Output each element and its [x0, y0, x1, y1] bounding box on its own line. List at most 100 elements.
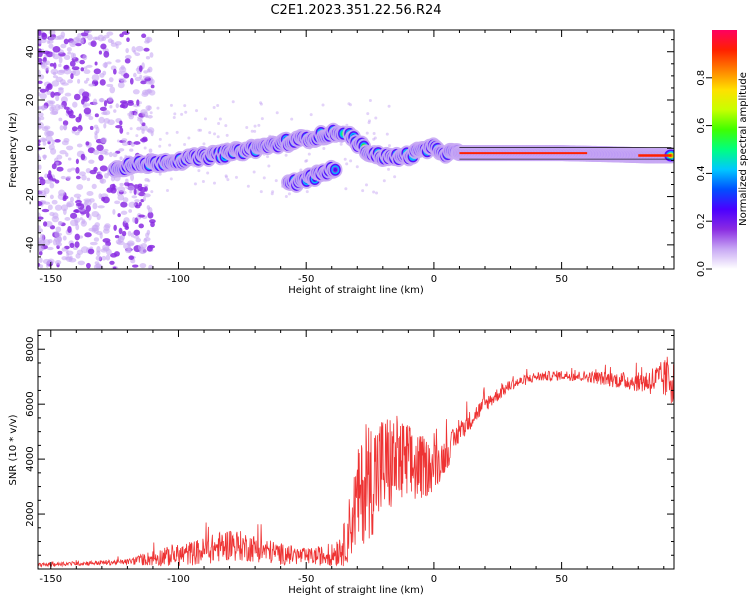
noise-speckle: [67, 51, 72, 55]
noise-speckle: [55, 76, 64, 83]
noise-speckle: [78, 37, 84, 42]
faint-speckle: [206, 171, 210, 175]
noise-speckle: [51, 139, 55, 146]
noise-speckle: [144, 40, 150, 44]
noise-speckle: [58, 87, 64, 91]
noise-speckle: [127, 101, 134, 106]
faint-speckle: [259, 190, 263, 194]
noise-speckle: [147, 127, 155, 134]
noise-speckle: [106, 61, 112, 65]
noise-speckle: [114, 200, 121, 205]
faint-speckle: [287, 192, 291, 196]
noise-speckle: [115, 59, 121, 63]
noise-speckle: [99, 79, 106, 86]
faint-speckle: [373, 136, 377, 140]
faint-speckle: [271, 190, 275, 194]
noise-speckle: [112, 152, 118, 158]
noise-speckle: [148, 264, 154, 269]
noise-speckle: [38, 37, 41, 44]
noise-speckle: [86, 191, 94, 196]
faint-speckle: [138, 101, 142, 105]
faint-speckle: [203, 117, 207, 121]
noise-speckle: [119, 120, 123, 126]
noise-speckle: [80, 153, 86, 161]
faint-speckle: [393, 175, 397, 179]
faint-speckle: [147, 108, 151, 112]
snr-ytick-label: 2000: [25, 501, 36, 526]
noise-speckle: [121, 141, 129, 146]
noise-speckle: [42, 239, 51, 246]
faint-speckle: [226, 178, 230, 182]
faint-speckle: [197, 169, 201, 173]
noise-speckle: [132, 89, 140, 95]
snr-ytick-label: 6000: [25, 391, 36, 416]
snr-ytick-label: 8000: [25, 337, 36, 362]
noise-speckle: [42, 50, 51, 55]
faint-speckle: [262, 176, 266, 180]
colorbar-tick-label: 0.0: [696, 261, 707, 277]
noise-speckle: [52, 75, 59, 79]
noise-speckle: [38, 244, 44, 252]
faint-speckle: [343, 157, 347, 161]
noise-speckle: [60, 31, 66, 38]
noise-speckle: [104, 172, 109, 179]
noise-speckle: [102, 244, 110, 251]
noise-speckle: [63, 54, 71, 61]
noise-speckle: [38, 80, 43, 85]
noise-speckle: [73, 93, 81, 101]
noise-speckle: [117, 186, 126, 193]
noise-speckle: [107, 96, 113, 102]
noise-speckle: [109, 183, 116, 190]
noise-speckle: [141, 128, 145, 134]
snr-axes: -150 -100 -50 0 50 2000 4000 6000 8000: [25, 330, 674, 585]
noise-speckle: [93, 237, 100, 242]
noise-speckle: [87, 34, 93, 41]
faint-speckle: [169, 177, 173, 181]
noise-speckle: [38, 190, 47, 195]
faint-speckle: [201, 179, 205, 183]
noise-speckle: [129, 77, 134, 85]
colorbar: 0.0 0.2 0.4 0.6 0.8 Normalized spectral ampl…: [696, 30, 749, 277]
noise-speckle: [113, 68, 117, 75]
noise-speckle: [134, 217, 139, 225]
noise-speckle: [138, 223, 144, 229]
noise-speckle: [102, 196, 110, 204]
noise-speckle: [84, 232, 92, 238]
noise-speckle: [57, 250, 63, 255]
noise-speckle: [38, 142, 41, 147]
noise-speckle: [141, 33, 147, 39]
faint-speckle: [212, 105, 216, 109]
noise-speckle: [136, 126, 142, 131]
faint-speckle: [158, 172, 162, 176]
noise-speckle: [38, 112, 44, 117]
noise-speckle: [126, 37, 130, 43]
noise-speckle: [115, 43, 119, 49]
noise-speckle: [113, 109, 117, 113]
faint-speckle: [208, 131, 212, 135]
noise-speckle: [84, 30, 92, 34]
faint-speckle: [290, 117, 294, 121]
noise-speckle: [140, 80, 147, 85]
noise-speckle: [66, 250, 74, 256]
faint-speckle: [267, 164, 271, 168]
noise-speckle: [127, 246, 132, 253]
noise-speckle: [82, 54, 88, 61]
noise-speckle: [94, 261, 100, 265]
noise-speckle: [85, 141, 90, 146]
noise-speckle: [51, 199, 58, 205]
noise-speckle: [68, 257, 77, 263]
noise-speckle: [134, 76, 142, 82]
noise-speckle: [102, 228, 110, 234]
noise-speckle: [38, 200, 43, 207]
faint-speckle: [372, 131, 376, 135]
noise-speckle: [48, 43, 54, 49]
snr-xtick-label: 0: [431, 574, 437, 585]
noise-speckle: [144, 89, 153, 94]
noise-speckle: [73, 193, 82, 198]
noise-speckle: [94, 133, 98, 140]
noise-speckle: [134, 199, 140, 203]
faint-speckle: [355, 165, 359, 169]
noise-speckle: [75, 167, 80, 174]
noise-speckle: [38, 237, 42, 244]
